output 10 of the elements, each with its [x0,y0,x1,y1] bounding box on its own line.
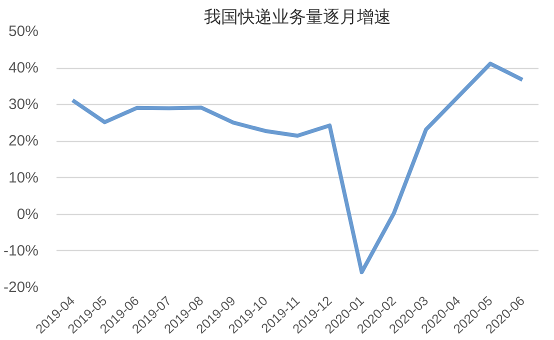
y-tick-label: 50% [8,23,39,40]
y-tick-label: 0% [16,206,39,223]
chart-title: 我国快递业务量逐月增速 [204,8,391,26]
y-tick-label: -20% [3,279,39,296]
y-tick-label: 40% [8,60,39,77]
line-series [70,62,524,274]
y-tick-label: 10% [8,169,39,186]
y-tick-label: 30% [8,96,39,114]
y-tick-label: 20% [8,132,39,150]
y-tick-label: -10% [3,242,39,260]
